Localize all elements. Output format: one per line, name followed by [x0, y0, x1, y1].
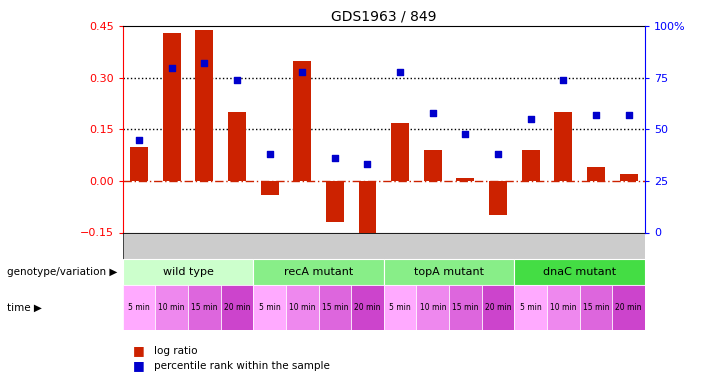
Text: ■: ■ [133, 359, 145, 372]
Bar [515, 285, 547, 330]
Bar [358, 181, 376, 246]
Point [362, 161, 373, 167]
Bar [156, 285, 188, 330]
Point [198, 60, 210, 66]
Bar [261, 181, 278, 195]
Text: 5 min: 5 min [520, 303, 542, 312]
Bar [253, 285, 286, 330]
Bar [163, 33, 181, 181]
Bar [384, 259, 515, 285]
Point [133, 137, 144, 143]
Text: 10 min: 10 min [550, 303, 576, 312]
Bar [554, 112, 572, 181]
Text: ■: ■ [133, 344, 145, 357]
Text: 20 min: 20 min [354, 303, 381, 312]
Point [558, 77, 569, 83]
Text: 10 min: 10 min [289, 303, 315, 312]
Text: 10 min: 10 min [158, 303, 185, 312]
Point [329, 155, 341, 161]
Text: percentile rank within the sample: percentile rank within the sample [154, 361, 330, 370]
Bar [620, 174, 638, 181]
Point [166, 64, 177, 70]
Point [395, 69, 406, 75]
Bar [580, 285, 612, 330]
Text: recA mutant: recA mutant [284, 267, 353, 277]
Point [492, 151, 503, 157]
Bar [612, 285, 645, 330]
Point [231, 77, 243, 83]
Bar [123, 232, 645, 259]
Text: 20 min: 20 min [615, 303, 642, 312]
Text: wild type: wild type [163, 267, 213, 277]
Bar [489, 181, 507, 215]
Point [460, 130, 471, 136]
Title: GDS1963 / 849: GDS1963 / 849 [331, 10, 437, 24]
Text: time ▶: time ▶ [7, 303, 42, 312]
Bar [326, 181, 343, 222]
Bar [253, 259, 384, 285]
Bar [522, 150, 540, 181]
Point [427, 110, 438, 116]
Bar [123, 285, 156, 330]
Text: 5 min: 5 min [389, 303, 411, 312]
Bar [130, 147, 148, 181]
Bar [547, 285, 580, 330]
Text: 20 min: 20 min [485, 303, 511, 312]
Point [264, 151, 275, 157]
Point [297, 69, 308, 75]
Bar [351, 285, 384, 330]
Text: 15 min: 15 min [322, 303, 348, 312]
Bar [293, 61, 311, 181]
Text: 15 min: 15 min [191, 303, 217, 312]
Text: 20 min: 20 min [224, 303, 250, 312]
Bar [587, 167, 605, 181]
Bar [188, 285, 221, 330]
Bar [123, 259, 253, 285]
Text: 10 min: 10 min [419, 303, 446, 312]
Text: 5 min: 5 min [259, 303, 280, 312]
Bar [515, 259, 645, 285]
Point [623, 112, 634, 118]
Text: 15 min: 15 min [452, 303, 479, 312]
Bar [221, 285, 253, 330]
Bar [228, 112, 246, 181]
Bar [456, 177, 475, 181]
Bar [391, 123, 409, 181]
Text: log ratio: log ratio [154, 346, 198, 355]
Text: 5 min: 5 min [128, 303, 150, 312]
Point [590, 112, 601, 118]
Point [525, 116, 536, 122]
Bar [424, 150, 442, 181]
Text: 15 min: 15 min [583, 303, 609, 312]
Bar [449, 285, 482, 330]
Bar [384, 285, 416, 330]
Bar [416, 285, 449, 330]
Text: dnaC mutant: dnaC mutant [543, 267, 616, 277]
Bar [318, 285, 351, 330]
Bar [286, 285, 318, 330]
Text: topA mutant: topA mutant [414, 267, 484, 277]
Bar [482, 285, 515, 330]
Text: genotype/variation ▶: genotype/variation ▶ [7, 267, 117, 277]
Bar [196, 30, 213, 181]
